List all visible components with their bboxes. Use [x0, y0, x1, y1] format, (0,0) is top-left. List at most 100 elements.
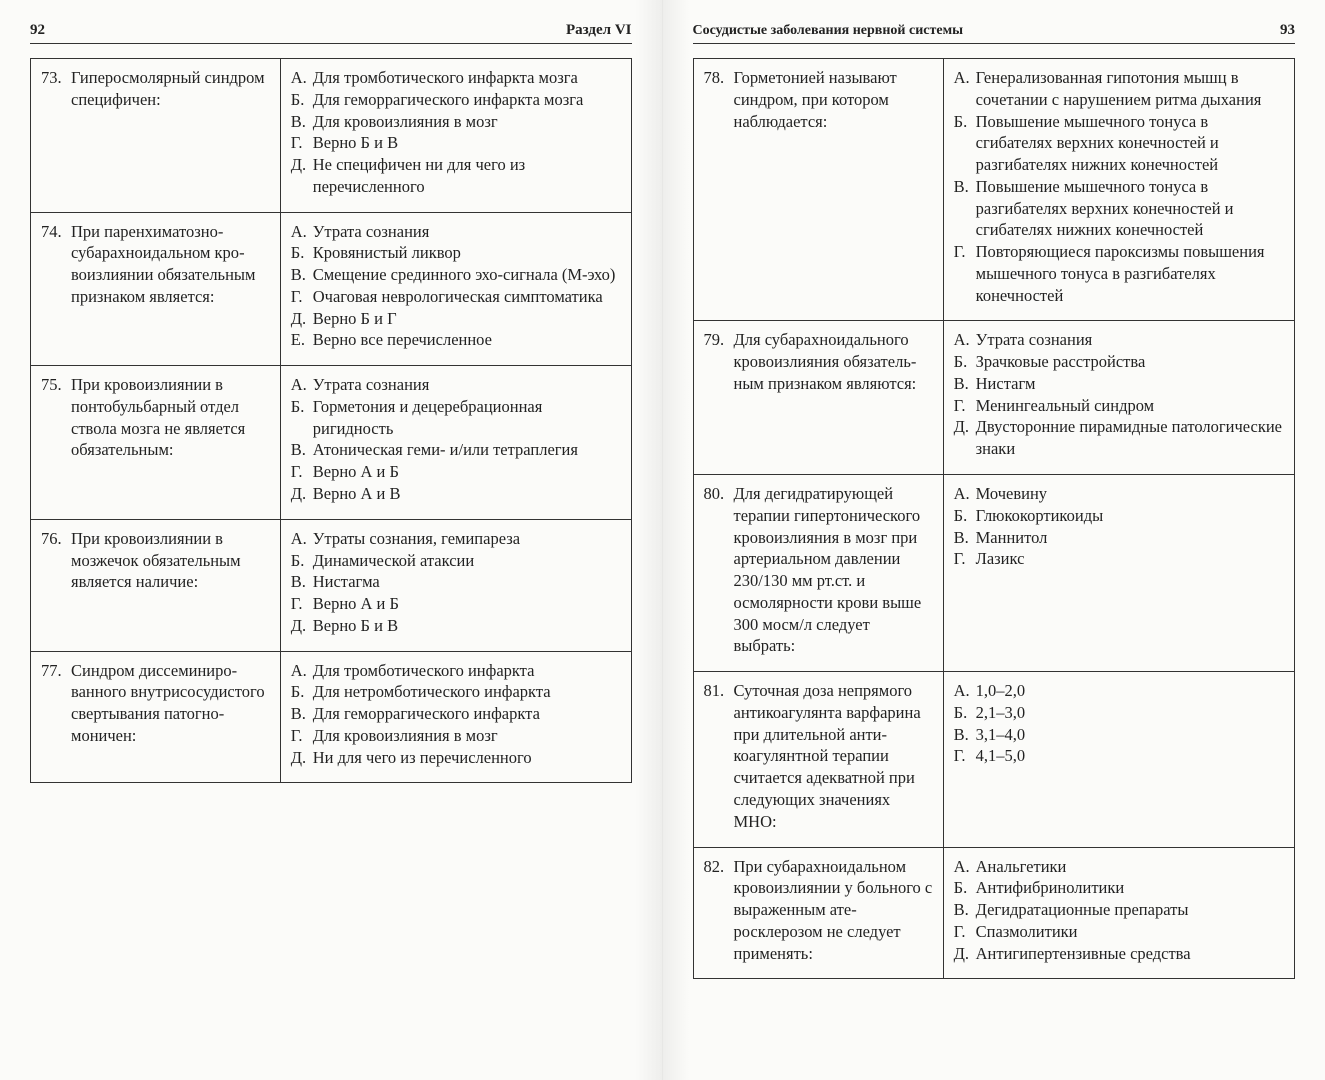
answer-text: Для геморрагического инфаркта: [313, 703, 621, 725]
answer-text: Лазикс: [976, 548, 1284, 570]
answer-option: Г.Лазикс: [954, 548, 1284, 570]
answer-text: Динамической атаксии: [313, 550, 621, 572]
answer-letter: А.: [291, 221, 313, 243]
answer-letter: Б.: [954, 111, 976, 176]
answer-letter: А.: [954, 67, 976, 111]
question-cell: 73.Гиперосмолярный син­дром специфичен:: [31, 59, 281, 213]
answer-option: Г.Для кровоизлияния в мозг: [291, 725, 621, 747]
question-text: При кровоизлиянии в понтобульбарный отде…: [71, 374, 270, 461]
answer-option: В.Смещение срединного эхо-сигна­ла (М-эх…: [291, 264, 621, 286]
answer-letter: В.: [954, 176, 976, 241]
chapter-title: Сосудистые заболевания нервной системы: [693, 23, 964, 39]
question-number: 78.: [704, 67, 734, 132]
question-text: Горметонией называют синдром, при которо…: [734, 67, 933, 132]
answer-option: Б.2,1–3,0: [954, 702, 1284, 724]
answer-letter: Д.: [291, 483, 313, 505]
answer-text: Для кровоизлияния в мозг: [313, 111, 621, 133]
answer-cell: А.Генерализованная гипотония мышц в соче…: [943, 59, 1294, 321]
answer-option: А.Утраты сознания, гемипареза: [291, 528, 621, 550]
answer-text: Для геморрагического инфаркта мозга: [313, 89, 621, 111]
answer-option: А.Мочевину: [954, 483, 1284, 505]
answer-letter: А.: [291, 660, 313, 682]
answer-text: 3,1–4,0: [976, 724, 1284, 746]
answer-letter: Г.: [291, 132, 313, 154]
answer-option: Б.Динамической атаксии: [291, 550, 621, 572]
answer-text: Верно все перечисленное: [313, 329, 621, 351]
page-number-right: 93: [1280, 22, 1295, 39]
question-text: Для субарахноидального кровоизлияния обя…: [734, 329, 933, 394]
answer-letter: Г.: [954, 395, 976, 417]
question-text: Суточная доза непрямого антикоагулянта в…: [734, 680, 933, 832]
question-row: 82.При субарахноидальном кровоизлиянии у…: [693, 847, 1295, 979]
answer-letter: В.: [291, 439, 313, 461]
answer-text: Зрачковые расстройства: [976, 351, 1284, 373]
answer-letter: А.: [954, 329, 976, 351]
answer-letter: Б.: [291, 242, 313, 264]
page-right: Сосудистые заболевания нервной системы 9…: [663, 0, 1325, 1080]
answer-letter: Б.: [954, 505, 976, 527]
answer-text: Атоническая геми- и/или тетра­плегия: [313, 439, 621, 461]
answer-option: А.Для тромботического инфаркта: [291, 660, 621, 682]
question-cell: 82.При субарахноидальном кровоизлиянии у…: [693, 847, 943, 979]
question-row: 77.Синдром диссеминиро­ванного внутрисос…: [31, 651, 632, 783]
answer-text: Смещение срединного эхо-сигна­ла (М-эхо): [313, 264, 621, 286]
question-cell: 79.Для субарахноидального кровоизлияния …: [693, 321, 943, 475]
qa-table-left: 73.Гиперосмолярный син­дром специфичен:А…: [30, 58, 632, 783]
answer-option: Д.Верно Б и Г: [291, 308, 621, 330]
question-row: 75.При кровоизлиянии в понтобульбарный о…: [31, 366, 632, 520]
answer-text: Верно А и Б: [313, 461, 621, 483]
question-number: 74.: [41, 221, 71, 308]
answer-option: А.Утрата сознания: [954, 329, 1284, 351]
answer-letter: Б.: [291, 550, 313, 572]
question-number: 73.: [41, 67, 71, 111]
answer-option: В.Нистагм: [954, 373, 1284, 395]
question-number: 77.: [41, 660, 71, 747]
answer-letter: Д.: [291, 615, 313, 637]
answer-option: А.Генерализованная гипотония мышц в соче…: [954, 67, 1284, 111]
answer-text: Спазмолитики: [976, 921, 1284, 943]
answer-letter: Б.: [954, 877, 976, 899]
answer-cell: А.Для тромботического инфаркта мозгаБ.Дл…: [280, 59, 631, 213]
answer-cell: А.АнальгетикиБ.АнтифибринолитикиВ.Дегидр…: [943, 847, 1294, 979]
answer-text: Мочевину: [976, 483, 1284, 505]
answer-text: Верно Б и В: [313, 615, 621, 637]
answer-letter: Д.: [954, 943, 976, 965]
answer-letter: В.: [291, 111, 313, 133]
question-cell: 77.Синдром диссеминиро­ванного внутрисос…: [31, 651, 281, 783]
question-text: При паренхиматозно-субарахноидальном кро…: [71, 221, 270, 308]
answer-letter: Д.: [291, 747, 313, 769]
answer-text: Антигипертензивные средства: [976, 943, 1284, 965]
answer-letter: А.: [954, 856, 976, 878]
answer-cell: А.1,0–2,0Б.2,1–3,0В.3,1–4,0Г.4,1–5,0: [943, 672, 1294, 847]
answer-letter: Б.: [291, 89, 313, 111]
answer-text: Не специфичен ни для чего из перечисленн…: [313, 154, 621, 198]
answer-letter: Б.: [291, 681, 313, 703]
answer-text: Для тромботического инфаркта: [313, 660, 621, 682]
answer-option: Е.Верно все перечисленное: [291, 329, 621, 351]
section-title: Раздел VI: [566, 22, 632, 39]
answer-cell: А.Для тромботического инфарктаБ.Для нетр…: [280, 651, 631, 783]
question-row: 79.Для субарахноидального кровоизлияния …: [693, 321, 1295, 475]
answer-text: Горметония и децеребрационная ригидность: [313, 396, 621, 440]
answer-letter: Г.: [954, 548, 976, 570]
question-row: 80.Для дегидратирующей терапии гипертони…: [693, 475, 1295, 672]
qa-table-right: 78.Горметонией называют синдром, при кот…: [693, 58, 1296, 979]
answer-option: Г.Повторяющиеся пароксизмы повышения мыш…: [954, 241, 1284, 306]
answer-letter: В.: [291, 264, 313, 286]
answer-text: Нистагма: [313, 571, 621, 593]
answer-option: Б.Глюкокортикоиды: [954, 505, 1284, 527]
answer-option: Б.Повышение мышечного тону­са в сгибател…: [954, 111, 1284, 176]
question-cell: 74.При паренхиматозно-субарахноидальном …: [31, 212, 281, 366]
answer-option: А.Для тромботического инфаркта мозга: [291, 67, 621, 89]
page-left: 92 Раздел VI 73.Гиперосмолярный син­дром…: [0, 0, 663, 1080]
answer-option: Д.Не специфичен ни для чего из перечисле…: [291, 154, 621, 198]
answer-text: Верно Б и В: [313, 132, 621, 154]
question-row: 74.При паренхиматозно-субарахноидальном …: [31, 212, 632, 366]
answer-option: Г.Верно Б и В: [291, 132, 621, 154]
answer-letter: Г.: [291, 286, 313, 308]
answer-text: Маннитол: [976, 527, 1284, 549]
answer-letter: В.: [291, 703, 313, 725]
answer-letter: Г.: [954, 241, 976, 306]
question-row: 81.Суточная доза непрямого антикоагулянт…: [693, 672, 1295, 847]
answer-letter: Д.: [291, 154, 313, 198]
